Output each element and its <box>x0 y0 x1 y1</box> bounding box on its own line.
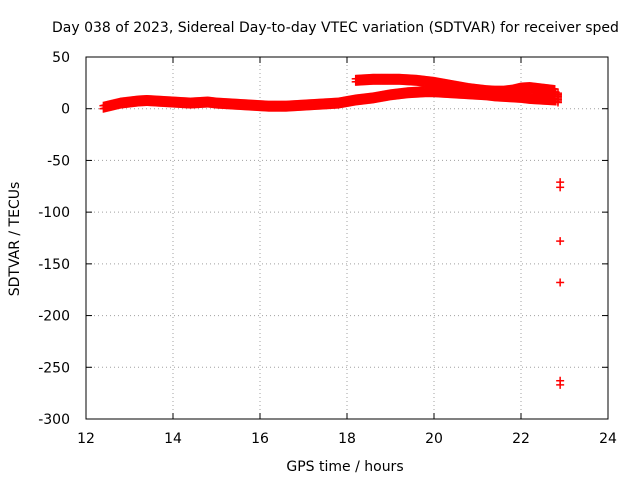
grid-layer <box>86 57 608 419</box>
y-tick-label: 0 <box>61 102 70 118</box>
outlier-point <box>556 183 565 192</box>
x-axis-label: GPS time / hours <box>286 459 403 475</box>
y-tick-label: -250 <box>38 360 70 376</box>
y-tick-label: -200 <box>38 309 70 325</box>
x-tick-label: 20 <box>425 431 443 447</box>
outlier-point <box>556 380 565 389</box>
x-tick-label: 18 <box>338 431 356 447</box>
outlier-point <box>556 278 565 287</box>
x-tick-label: 24 <box>599 431 617 447</box>
y-tick-label: -300 <box>38 412 70 428</box>
y-tick-label: -100 <box>38 205 70 221</box>
trace-tail-point <box>553 89 562 98</box>
x-tick-label: 12 <box>77 431 95 447</box>
chart-title: Day 038 of 2023, Sidereal Day-to-day VTE… <box>52 20 619 36</box>
data-layer <box>99 73 565 389</box>
x-tick-label: 22 <box>512 431 530 447</box>
y-tick-label: -50 <box>47 153 70 169</box>
y-tick-label: -150 <box>38 257 70 273</box>
outlier-point <box>556 237 565 246</box>
tick-layer: 12 14 16 18 20 22 24 50 0 -50 -100 -150 -200 -250 -300 <box>38 50 617 447</box>
x-tick-label: 16 <box>251 431 269 447</box>
y-axis-label: SDTVAR / TECUs <box>7 182 23 297</box>
x-tick-label: 14 <box>164 431 182 447</box>
y-tick-label: 50 <box>52 50 70 66</box>
